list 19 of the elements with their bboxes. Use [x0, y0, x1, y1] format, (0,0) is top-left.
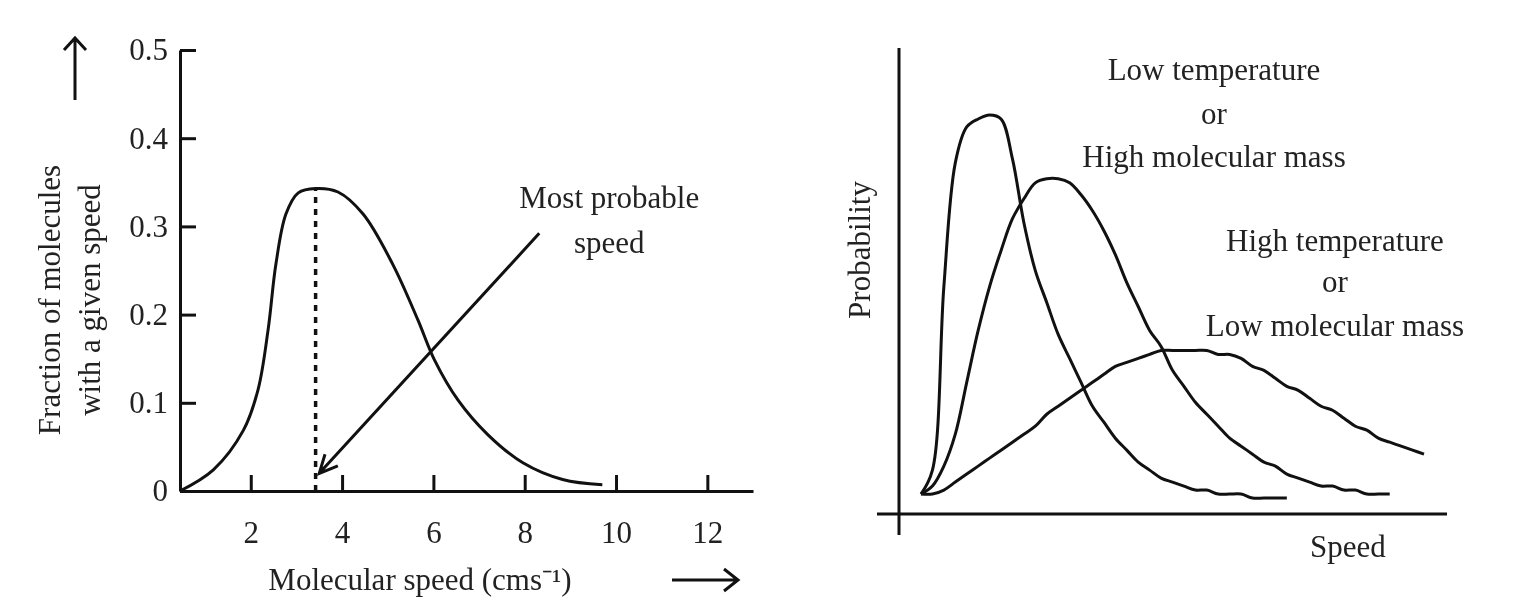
y-axis-title: Fraction of molecules with a given speed: [32, 164, 107, 436]
x-axis-title: Speed: [1310, 529, 1387, 564]
y-tick-label: 0.5: [129, 32, 168, 68]
x-tick-label: 6: [426, 515, 442, 551]
annotation: Low temperature or High molecular mass: [1082, 52, 1346, 174]
x-tick-label: 8: [517, 515, 533, 551]
annotation: Most probable speed: [519, 180, 700, 261]
x-tick-label: 2: [243, 515, 260, 551]
y-tick-label: 0.1: [129, 385, 168, 421]
y-tick-label: 0.3: [129, 208, 168, 244]
y-tick-label: 0: [152, 473, 168, 509]
x-tick-label: 10: [601, 515, 633, 551]
annotation: High temperature or Low molecular mass: [1205, 223, 1465, 343]
x-axis-title: Molecular speed (cms⁻¹): [268, 562, 572, 597]
y-tick-label: 0.4: [129, 120, 169, 156]
x-tick-label: 4: [334, 515, 351, 551]
x-tick-label: 12: [692, 515, 724, 551]
y-tick-label: 0.2: [129, 297, 168, 333]
y-axis-title: Probability: [842, 180, 877, 319]
